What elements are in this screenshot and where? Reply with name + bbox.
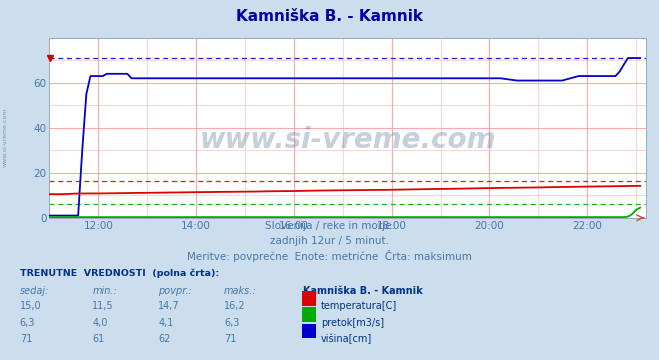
Text: 71: 71 (20, 334, 32, 344)
Text: temperatura[C]: temperatura[C] (321, 301, 397, 311)
Text: Slovenija / reke in morje.: Slovenija / reke in morje. (264, 221, 395, 231)
Text: 71: 71 (224, 334, 237, 344)
Text: Kamniška B. - Kamnik: Kamniška B. - Kamnik (236, 9, 423, 24)
Text: Meritve: povprečne  Enote: metrične  Črta: maksimum: Meritve: povprečne Enote: metrične Črta:… (187, 250, 472, 262)
Text: maks.:: maks.: (224, 286, 257, 296)
Text: 6,3: 6,3 (224, 318, 239, 328)
Text: TRENUTNE  VREDNOSTI  (polna črta):: TRENUTNE VREDNOSTI (polna črta): (20, 268, 219, 278)
Text: zadnjih 12ur / 5 minut.: zadnjih 12ur / 5 minut. (270, 236, 389, 246)
Text: 15,0: 15,0 (20, 301, 42, 311)
Text: Kamniška B. - Kamnik: Kamniška B. - Kamnik (303, 286, 423, 296)
Text: višina[cm]: višina[cm] (321, 334, 372, 344)
Text: 16,2: 16,2 (224, 301, 246, 311)
Text: www.si-vreme.com: www.si-vreme.com (3, 107, 8, 167)
Text: min.:: min.: (92, 286, 117, 296)
Text: 6,3: 6,3 (20, 318, 35, 328)
Text: 11,5: 11,5 (92, 301, 114, 311)
Text: povpr.:: povpr.: (158, 286, 192, 296)
Text: www.si-vreme.com: www.si-vreme.com (200, 126, 496, 154)
Text: pretok[m3/s]: pretok[m3/s] (321, 318, 384, 328)
Text: 4,0: 4,0 (92, 318, 107, 328)
Text: 61: 61 (92, 334, 105, 344)
Text: 4,1: 4,1 (158, 318, 173, 328)
Text: 14,7: 14,7 (158, 301, 180, 311)
Text: sedaj:: sedaj: (20, 286, 49, 296)
Text: 62: 62 (158, 334, 171, 344)
